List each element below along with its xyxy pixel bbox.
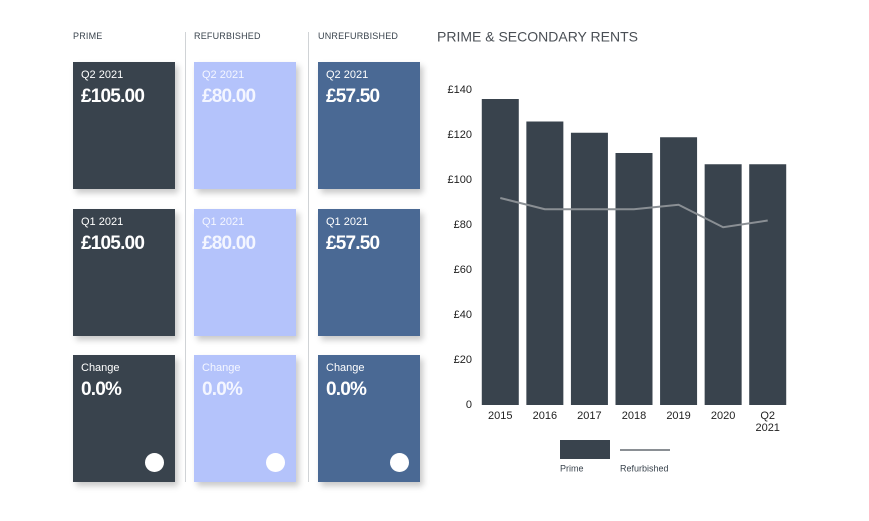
x-tick-label: 2018 — [621, 410, 647, 422]
y-tick-label: £40 — [454, 309, 472, 321]
divider — [185, 32, 186, 482]
card-label: Change — [81, 362, 120, 374]
y-tick-label: £100 — [448, 174, 472, 186]
legend-swatch — [560, 440, 610, 459]
kpi-card: Q1 2021 £57.50 — [318, 209, 420, 336]
card-label: Q2 2021 — [81, 69, 124, 81]
card-value: £57.50 — [326, 86, 380, 107]
bar — [526, 121, 564, 405]
card-label: Q2 2021 — [202, 69, 245, 81]
card-value: £105.00 — [81, 233, 145, 254]
legend-label: Refurbished — [620, 463, 669, 473]
bar — [749, 164, 787, 405]
card-value: 0.0% — [81, 379, 122, 400]
x-tick-label: 2015 — [488, 410, 513, 422]
divider — [308, 32, 309, 482]
kpi-card: Q2 2021 £57.50 — [318, 62, 420, 189]
card-label: Q1 2021 — [326, 216, 369, 228]
indicator-dot — [145, 453, 164, 472]
kpi-card: Q2 2021 £80.00 — [194, 62, 296, 189]
y-tick-label: £80 — [454, 219, 472, 231]
card-value: £57.50 — [326, 233, 380, 254]
card-label: Q1 2021 — [81, 216, 124, 228]
kpi-card: Q1 2021 £105.00 — [73, 209, 175, 336]
card-value: 0.0% — [202, 379, 243, 400]
legend-label: Prime — [560, 463, 584, 473]
indicator-dot — [266, 453, 285, 472]
indicator-dot — [390, 453, 409, 472]
y-tick-label: £120 — [448, 129, 472, 141]
card-label: Change — [326, 362, 365, 374]
x-tick-label: 2016 — [532, 410, 558, 422]
x-tick-label: Q2 2021 — [755, 410, 780, 434]
chart-title: PRIME & SECONDARY RENTS — [437, 29, 638, 45]
x-tick-label: 2020 — [710, 410, 736, 422]
line — [500, 197, 768, 229]
bar — [660, 137, 698, 405]
kpi-card: Change 0.0% — [194, 355, 296, 482]
card-value: £105.00 — [81, 86, 145, 107]
bar — [615, 153, 653, 405]
x-tick-label: 2019 — [666, 410, 691, 422]
y-tick-label: £20 — [454, 354, 472, 366]
card-label: Q2 2021 — [326, 69, 369, 81]
y-tick-label: £140 — [448, 84, 472, 96]
x-tick-label: 2017 — [577, 410, 602, 422]
kpi-card: Q2 2021 £105.00 — [73, 62, 175, 189]
y-tick-label: 0 — [466, 399, 472, 411]
kpi-card: Change 0.0% — [318, 355, 420, 482]
y-tick-label: £60 — [454, 264, 472, 276]
card-label: Q1 2021 — [202, 216, 245, 228]
card-value: £80.00 — [202, 86, 256, 107]
bar — [481, 99, 519, 405]
column-title: PRIME — [73, 31, 103, 41]
kpi-card: Q1 2021 £80.00 — [194, 209, 296, 336]
card-value: 0.0% — [326, 379, 367, 400]
bar — [704, 164, 742, 405]
kpi-card: Change 0.0% — [73, 355, 175, 482]
column-title: REFURBISHED — [194, 31, 261, 41]
card-value: £80.00 — [202, 233, 256, 254]
card-label: Change — [202, 362, 241, 374]
bar — [570, 132, 608, 405]
column-title: UNREFURBISHED — [318, 31, 399, 41]
